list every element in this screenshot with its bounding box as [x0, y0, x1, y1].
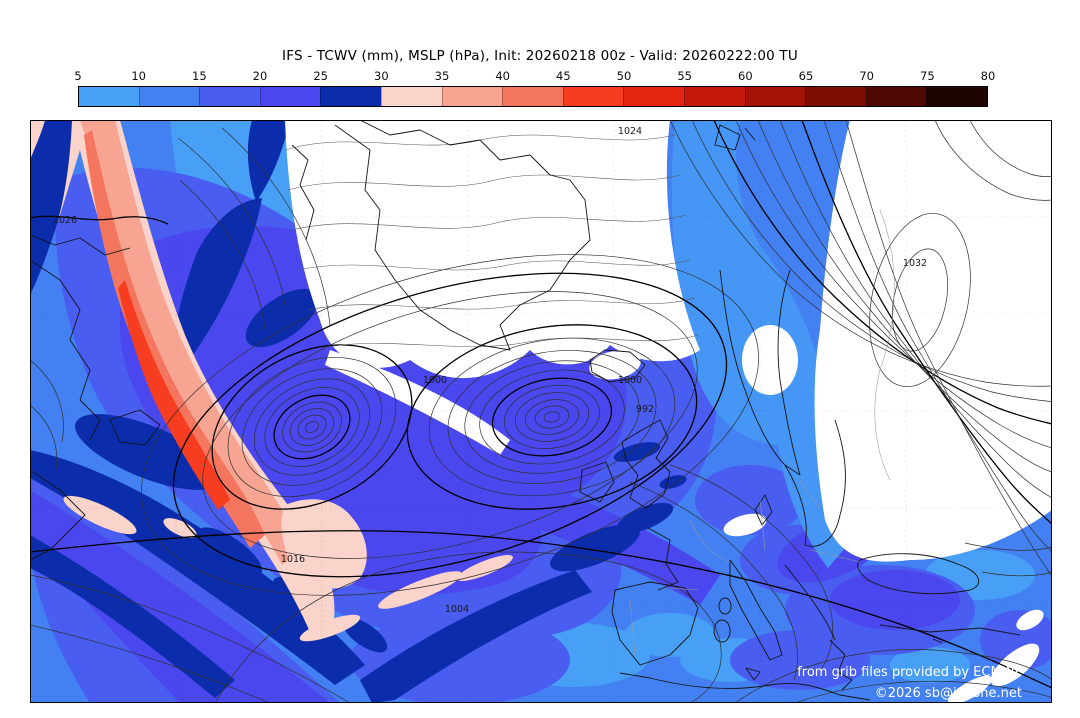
isobar-labels: 1026 1024 1032 1000 1000 992 1016 1004	[53, 126, 927, 615]
colorbar-tick-label: 20	[252, 69, 268, 83]
colorbar-tick-label: 45	[556, 69, 571, 83]
colorbar-tick-label: 60	[738, 69, 753, 83]
colorbar	[78, 86, 988, 107]
black-sea-coastline	[857, 553, 980, 595]
isobar-label: 1004	[445, 604, 469, 615]
colorbar-tick-label: 10	[131, 69, 146, 83]
colorbar-tick-label: 75	[920, 69, 935, 83]
italy-coastline	[729, 559, 783, 661]
colorbar-tick-label: 25	[313, 69, 328, 83]
colorbar-tick-label: 50	[616, 69, 632, 83]
colorbar-segment	[623, 87, 684, 106]
africa-coastline	[619, 672, 871, 701]
dry-east-region	[814, 120, 1052, 562]
colorbar-tick-label: 30	[374, 69, 389, 83]
colorbar-segment	[199, 87, 260, 106]
isobar-contours	[30, 120, 1052, 703]
dry-arctic-region	[285, 120, 700, 379]
colorbar-tick-label: 70	[859, 69, 874, 83]
isobar-label: 1032	[903, 258, 927, 269]
colorbar-segment	[259, 87, 321, 106]
coastlines	[30, 120, 1021, 701]
iberia-coastline	[611, 581, 699, 666]
colorbar-segment	[79, 87, 139, 106]
colorbar-segment	[138, 87, 200, 106]
colorbar-segment	[502, 87, 563, 106]
colorbar-tick-label: 65	[798, 69, 814, 83]
colorbar-segment	[865, 87, 927, 106]
colorbar-segment	[683, 87, 745, 106]
colorbar-tick-label: 15	[192, 69, 207, 83]
isobar-low-west	[211, 344, 413, 510]
arctic-contours	[284, 134, 699, 349]
colorbar-segment	[380, 87, 442, 106]
colorbar-segment	[926, 87, 987, 106]
ireland-coastline	[579, 461, 615, 503]
isobar-label: 1026	[53, 215, 77, 226]
colorbar-segment	[805, 87, 866, 106]
isobar-label: 1024	[618, 126, 642, 137]
weather-map-svg: 1026 1024 1032 1000 1000 992 1016 1004 from gri…	[30, 120, 1052, 703]
attribution-copyright: ©2026 sb@irizone.net	[875, 686, 1022, 701]
map-border	[30, 120, 1052, 703]
colorbar-segment	[320, 87, 381, 106]
uk-coastline	[621, 419, 671, 509]
map-canvas: 1026 1024 1032 1000 1000 992 1016 1004 from gri…	[30, 120, 1052, 703]
colorbar-ticks: 5 10 15 20 25 30 35 40 45 50 55 60 65 70 75 80	[74, 69, 995, 84]
greenland-coastline	[334, 120, 591, 351]
isobar-label: 992	[636, 404, 654, 415]
colorbar-tick-label: 5	[74, 69, 82, 83]
colorbar-tick-label: 80	[980, 69, 996, 83]
colorbar-tick-label: 55	[677, 69, 692, 83]
page-title: IFS - TCWV (mm), MSLP (hPa), Init: 20260…	[282, 48, 798, 64]
isobar-label: 1000	[618, 375, 642, 386]
iceland-coastline	[589, 349, 646, 383]
attribution-ecmwf: from grib files provided by ECMWF	[797, 665, 1022, 680]
colorbar-segment	[744, 87, 806, 106]
country-borders	[629, 209, 895, 656]
colorbar-tick-label: 40	[495, 69, 510, 83]
colorbar-segment	[441, 87, 503, 106]
colorbar-tick-label: 35	[434, 69, 450, 83]
isobar-label: 1000	[423, 375, 447, 386]
isobar-label: 1016	[281, 554, 305, 565]
tcwv-fill-layer	[30, 120, 1052, 703]
tcwv-plume-core	[84, 130, 265, 548]
colorbar-segment	[562, 87, 624, 106]
